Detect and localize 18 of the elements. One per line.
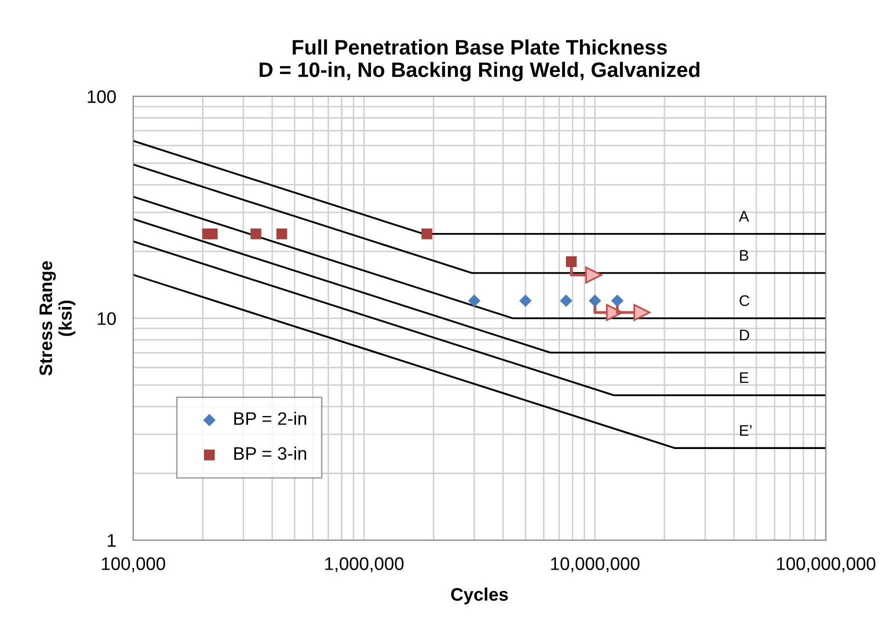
chart-title: Full Penetration Base Plate Thickness D = 10-in, No Backing Ring Weld, Galvanized	[260, 39, 700, 82]
legend-label: BP = 3-in	[234, 446, 306, 460]
x-axis-title: Cycles	[451, 588, 508, 604]
series-label: E’	[740, 425, 752, 436]
series-label: D	[740, 330, 750, 340]
y-tick-label: 1	[108, 534, 116, 547]
series-label: E	[740, 372, 748, 383]
x-tick-label: 100,000,000	[777, 557, 876, 572]
series-label: B	[740, 250, 748, 261]
series-label: C	[740, 295, 750, 306]
x-tick-label: 10,000,000	[551, 557, 640, 572]
y-axis-title: Stress Range (ksi)	[39, 261, 76, 376]
y-tick-label: 10	[98, 312, 116, 325]
series-label: A	[738, 211, 750, 222]
legend-label: BP = 2-in	[234, 412, 306, 425]
x-tick-label: 1,000,000	[325, 557, 404, 572]
x-tick-label: 100,000	[102, 557, 166, 572]
y-tick-label: 100	[88, 90, 116, 104]
